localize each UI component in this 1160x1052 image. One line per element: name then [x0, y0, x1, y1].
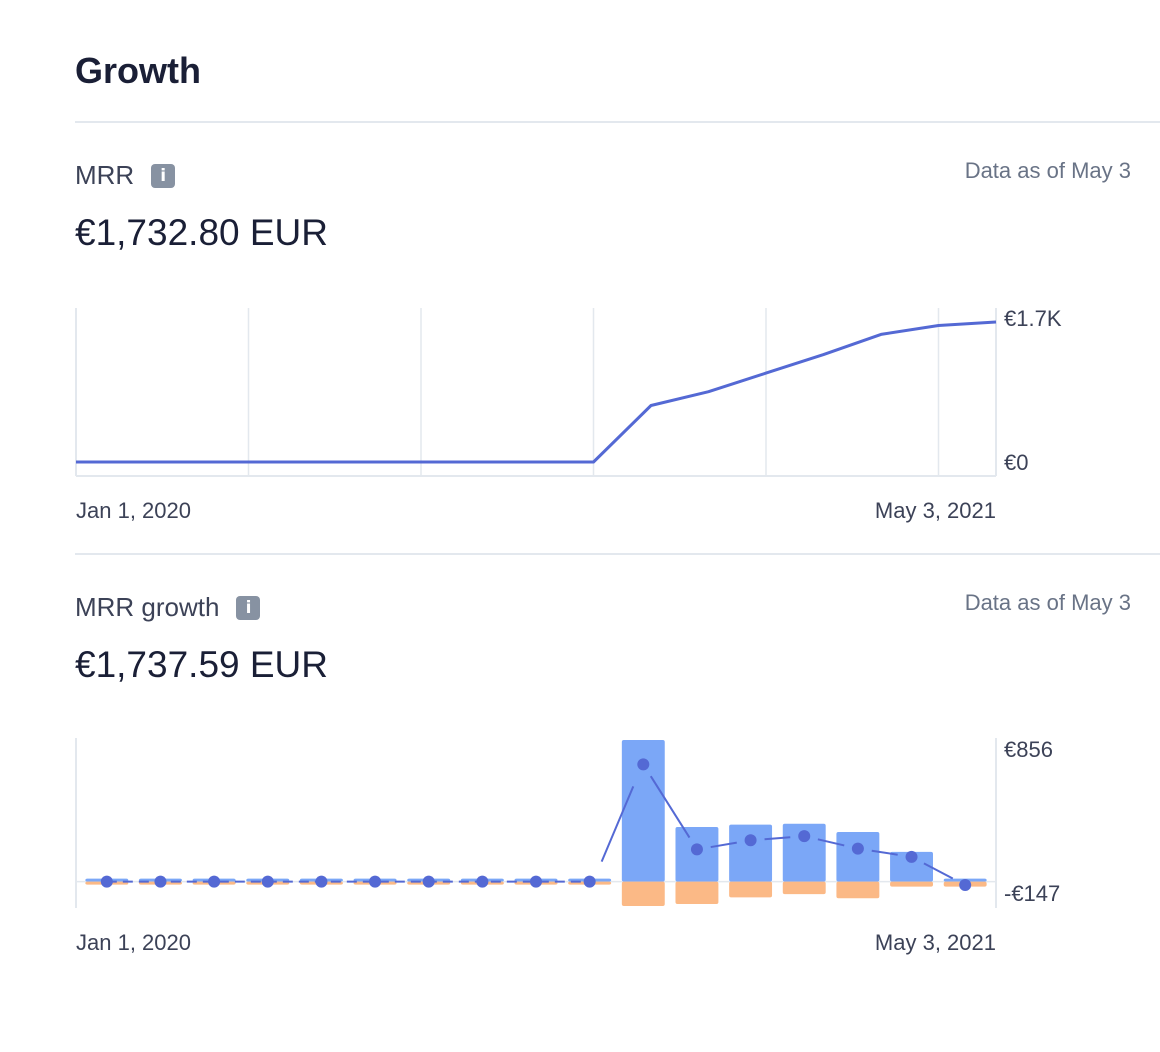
bar-positive — [729, 824, 773, 882]
mrr-title: MRR — [75, 160, 135, 190]
x-tick-label-end: May 3, 2021 — [875, 930, 996, 955]
y-tick-label-top: €856 — [1004, 737, 1053, 762]
mrr-growth-as-of: Data as of May 3 — [964, 590, 1131, 615]
mrr-growth-title: MRR growth — [75, 592, 220, 622]
net-point — [208, 875, 221, 888]
net-line-segment — [600, 785, 635, 863]
net-point — [261, 875, 274, 888]
y-tick-label-top: €1.7K — [1004, 306, 1062, 331]
net-point — [690, 843, 703, 856]
bar-negative — [890, 881, 933, 887]
mrr-growth-section-title: MRR growth i — [75, 592, 261, 623]
net-line-segment — [817, 838, 845, 847]
mrr-as-of: Data as of May 3 — [964, 158, 1131, 183]
mrr-growth-value: €1,737.59 EUR — [75, 644, 329, 685]
net-point — [959, 878, 972, 891]
net-point — [100, 875, 113, 888]
mrr-series-line — [76, 320, 997, 464]
net-point — [851, 842, 864, 855]
net-point — [476, 875, 489, 888]
net-line-segment — [710, 841, 737, 849]
page-title: Growth — [75, 50, 201, 91]
bar-negative — [621, 881, 665, 906]
net-point — [422, 875, 435, 888]
net-point — [369, 875, 382, 888]
net-point — [583, 875, 596, 888]
net-point — [637, 758, 650, 771]
bar-positive — [836, 832, 880, 882]
net-line-segment — [923, 862, 954, 880]
net-point — [744, 834, 757, 847]
net-line-segment — [649, 775, 691, 839]
bar-positive — [890, 851, 933, 882]
net-point — [530, 875, 542, 888]
bar-negative — [836, 881, 880, 899]
bar-negative — [675, 881, 719, 905]
net-point — [798, 830, 811, 843]
info-icon[interactable]: i — [236, 595, 261, 620]
x-tick-label-end: May 3, 2021 — [875, 498, 996, 523]
header-divider — [75, 121, 1160, 123]
bar-positive — [621, 740, 665, 882]
bar-positive — [782, 823, 826, 882]
mrr-section-title: MRR i — [75, 160, 176, 191]
net-line-segment — [871, 849, 898, 856]
mrr-line-chart: €1.7K €0 Jan 1, 2020 May 3, 2021 — [75, 306, 1062, 523]
y-tick-label-bottom: -€147 — [1004, 881, 1060, 906]
mrr-value: €1,732.80 EUR — [75, 212, 329, 253]
y-tick-label-bottom: €0 — [1004, 450, 1028, 475]
x-tick-label-start: Jan 1, 2020 — [76, 930, 191, 955]
info-icon[interactable]: i — [151, 163, 176, 188]
net-point — [315, 875, 328, 888]
net-point — [154, 875, 167, 888]
x-tick-label-start: Jan 1, 2020 — [76, 498, 191, 523]
bar-negative — [729, 881, 773, 898]
mrr-growth-bar-chart: €856 -€147 Jan 1, 2020 May 3, 2021 — [75, 737, 1060, 955]
bar-negative — [782, 881, 826, 895]
section-divider — [75, 553, 1160, 555]
net-line-segment — [764, 836, 791, 841]
net-point — [905, 850, 918, 863]
